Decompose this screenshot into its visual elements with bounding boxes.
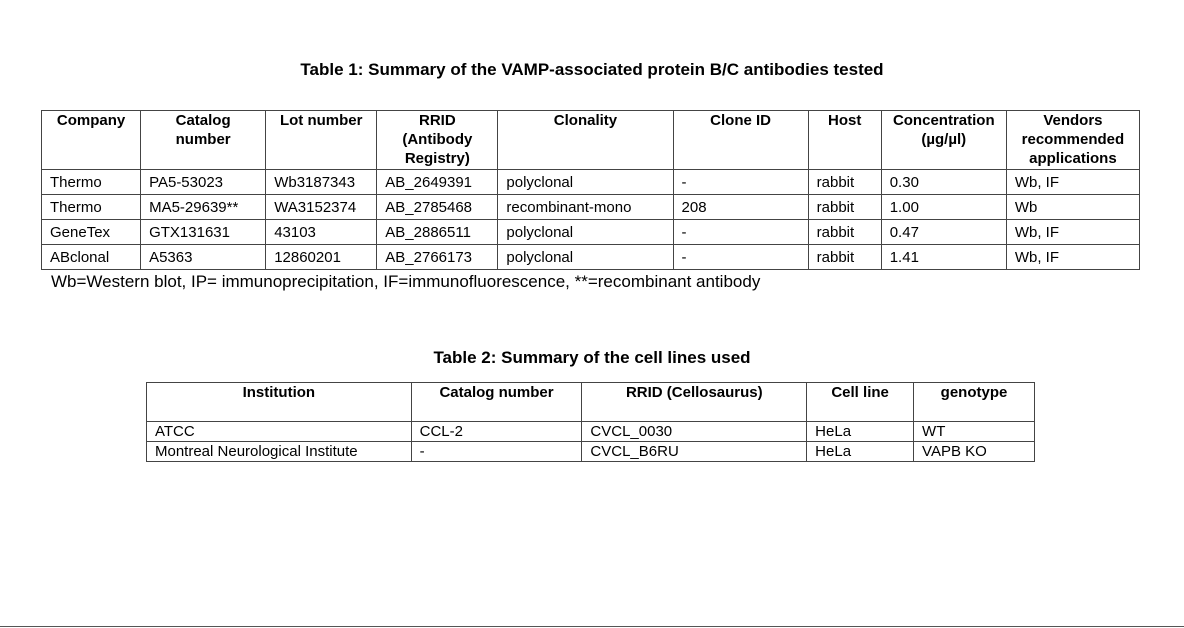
column-header: Cell line: [806, 382, 915, 422]
table-cell: WT: [913, 421, 1035, 442]
column-header: Institution: [146, 382, 412, 422]
table-row: GeneTex GTX131631 43103 AB_2886511 polyc…: [40, 219, 1141, 245]
table-cell: 43103: [265, 219, 378, 245]
table-cell: AB_2785468: [376, 194, 499, 220]
table-cell: polyclonal: [497, 169, 674, 195]
table-row: ATCC CCL-2 CVCL_0030 HeLa WT: [146, 421, 1035, 442]
table1-title: Table 1: Summary of the VAMP-associated …: [300, 60, 884, 79]
table-cell: polyclonal: [497, 244, 674, 270]
table-cell: -: [410, 441, 583, 462]
table-cell: 0.30: [880, 169, 1007, 195]
column-header: Vendors recommended applications: [1005, 110, 1141, 170]
column-header: Lot number: [265, 110, 378, 170]
column-header: Company: [40, 110, 142, 170]
table-cell: ABclonal: [40, 244, 142, 270]
table-row: Thermo MA5-29639** WA3152374 AB_2785468 …: [40, 194, 1141, 220]
column-header: Clone ID: [672, 110, 809, 170]
table-row: ABclonal A5363 12860201 AB_2766173 polyc…: [40, 244, 1141, 270]
table-cell: PA5-53023: [140, 169, 267, 195]
column-header: Catalog number: [410, 382, 583, 422]
column-header: Host: [807, 110, 882, 170]
table-cell: CVCL_0030: [581, 421, 808, 442]
table-cell: GeneTex: [40, 219, 142, 245]
table-cell: AB_2766173: [376, 244, 499, 270]
column-header: RRID (Antibody Registry): [376, 110, 499, 170]
table1-footnote: Wb=Western blot, IP= immunoprecipitation…: [51, 272, 761, 291]
table-cell: GTX131631: [140, 219, 267, 245]
table-cell: rabbit: [807, 244, 882, 270]
table-cell: WA3152374: [265, 194, 378, 220]
table-cell: 208: [672, 194, 809, 220]
table-cell: 1.41: [880, 244, 1007, 270]
table-cell: -: [672, 244, 809, 270]
column-header: genotype: [913, 382, 1035, 422]
table-cell: -: [672, 169, 809, 195]
table-cell: CVCL_B6RU: [581, 441, 808, 462]
cell-lines-table: Institution Catalog number RRID (Cellosa…: [146, 382, 1035, 462]
table-cell: CCL-2: [410, 421, 583, 442]
table-cell: recombinant-mono: [497, 194, 674, 220]
table-cell: -: [672, 219, 809, 245]
table-row: Thermo PA5-53023 Wb3187343 AB_2649391 po…: [40, 169, 1141, 195]
table-cell: 0.47: [880, 219, 1007, 245]
page-bottom-border: [0, 626, 1184, 627]
table-cell: A5363: [140, 244, 267, 270]
table-cell: Thermo: [40, 169, 142, 195]
table-cell: rabbit: [807, 219, 882, 245]
column-header: Clonality: [497, 110, 674, 170]
table-cell: Wb, IF: [1005, 169, 1141, 195]
table-cell: HeLa: [806, 421, 915, 442]
table-cell: AB_2886511: [376, 219, 499, 245]
table-cell: VAPB KO: [913, 441, 1035, 462]
table-cell: 1.00: [880, 194, 1007, 220]
column-header: RRID (Cellosaurus): [581, 382, 808, 422]
table-header-row: Institution Catalog number RRID (Cellosa…: [146, 382, 1035, 422]
table-cell: ATCC: [146, 421, 412, 442]
table-cell: AB_2649391: [376, 169, 499, 195]
table-cell: Wb, IF: [1005, 244, 1141, 270]
table-cell: Wb3187343: [265, 169, 378, 195]
table-row: Montreal Neurological Institute - CVCL_B…: [146, 441, 1035, 462]
table-cell: Montreal Neurological Institute: [146, 441, 412, 462]
table-cell: 12860201: [265, 244, 378, 270]
table-cell: MA5-29639**: [140, 194, 267, 220]
column-header: Concentration (µg/µl): [880, 110, 1007, 170]
table2-title: Table 2: Summary of the cell lines used: [433, 348, 751, 367]
table-cell: HeLa: [806, 441, 915, 462]
table-cell: Thermo: [40, 194, 142, 220]
antibody-table: Company Catalog number Lot number RRID (…: [40, 110, 1141, 270]
table-cell: polyclonal: [497, 219, 674, 245]
table-header-row: Company Catalog number Lot number RRID (…: [40, 110, 1141, 170]
table-cell: Wb: [1005, 194, 1141, 220]
column-header: Catalog number: [140, 110, 267, 170]
table-cell: rabbit: [807, 194, 882, 220]
table-cell: Wb, IF: [1005, 219, 1141, 245]
table-cell: rabbit: [807, 169, 882, 195]
